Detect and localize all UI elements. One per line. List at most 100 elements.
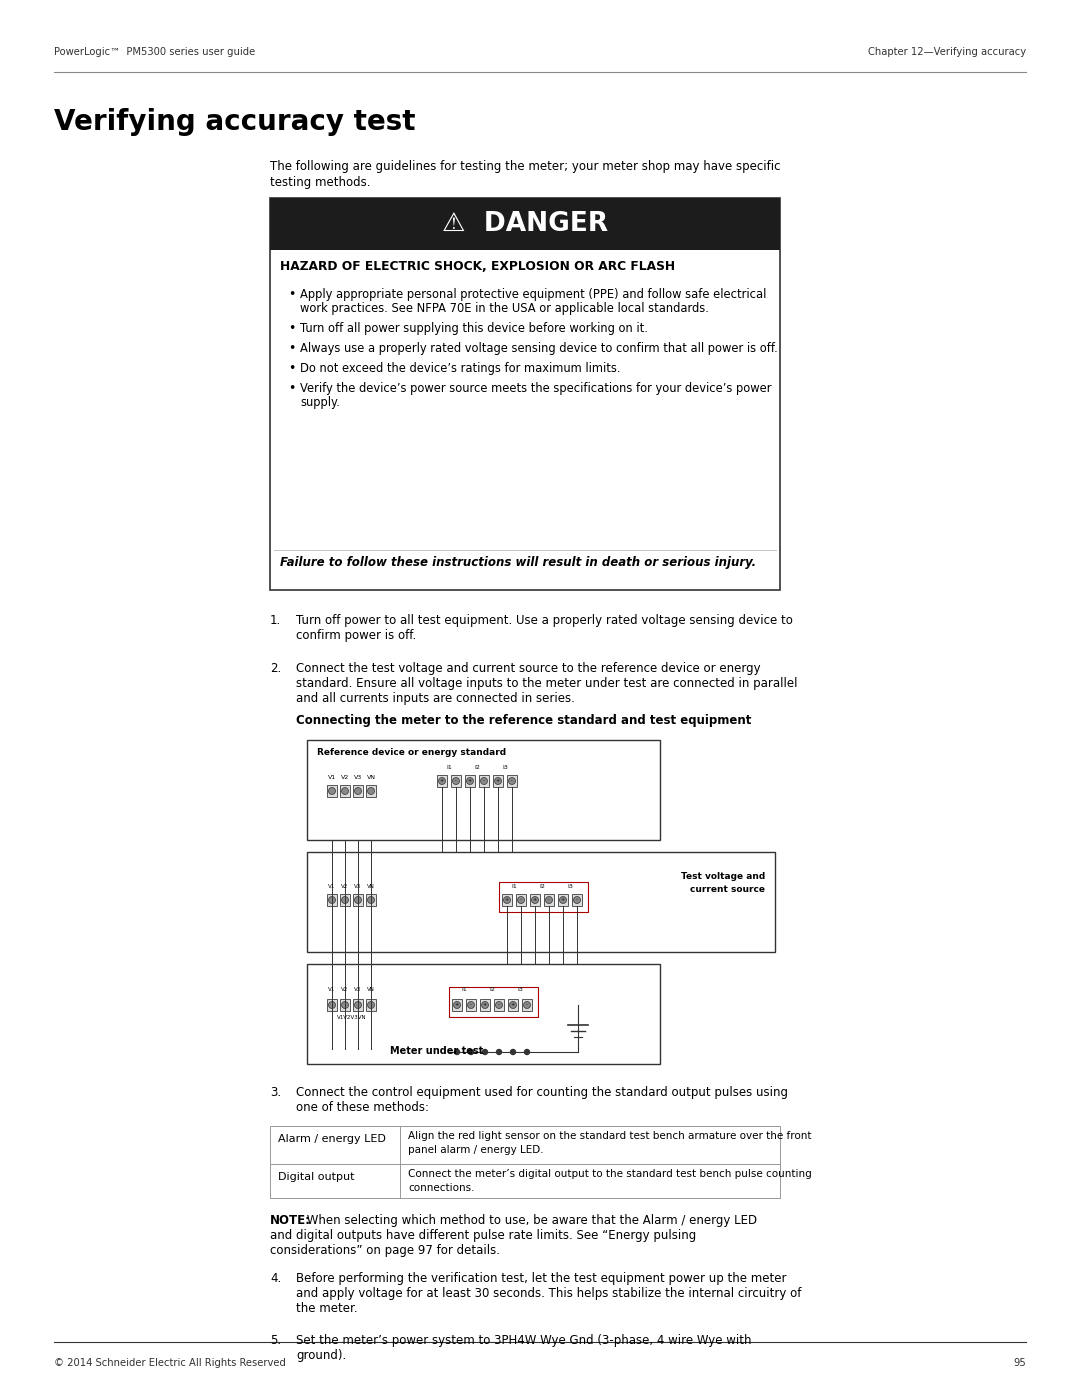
Text: Turn off all power supplying this device before working on it.: Turn off all power supplying this device… <box>300 321 648 335</box>
Text: -: - <box>521 897 522 902</box>
Circle shape <box>453 778 459 785</box>
Text: NOTE:: NOTE: <box>270 1214 311 1227</box>
Circle shape <box>510 1002 516 1009</box>
Circle shape <box>367 788 375 795</box>
Text: •: • <box>288 362 295 374</box>
Bar <box>465 775 475 787</box>
Bar <box>465 999 476 1011</box>
Circle shape <box>545 897 553 904</box>
Text: V1V2V3VN: V1V2V3VN <box>337 1016 366 1020</box>
Text: •: • <box>288 321 295 335</box>
Text: and digital outputs have different pulse rate limits. See “Energy pulsing: and digital outputs have different pulse… <box>270 1229 697 1242</box>
Text: -: - <box>526 1002 528 1007</box>
Circle shape <box>438 778 446 785</box>
Text: +: + <box>561 897 565 902</box>
Circle shape <box>524 1002 530 1009</box>
Bar <box>502 894 512 907</box>
Bar <box>480 999 490 1011</box>
Text: Meter under test: Meter under test <box>390 1046 484 1056</box>
Text: V3: V3 <box>354 884 362 888</box>
Circle shape <box>509 778 515 785</box>
Text: Verifying accuracy test: Verifying accuracy test <box>54 108 416 136</box>
Text: considerations” on page 97 for details.: considerations” on page 97 for details. <box>270 1243 500 1257</box>
Text: +: + <box>455 1002 459 1007</box>
Text: 1.: 1. <box>270 615 281 627</box>
Bar <box>340 999 350 1011</box>
Bar <box>558 894 568 907</box>
Text: The following are guidelines for testing the meter; your meter shop may have spe: The following are guidelines for testing… <box>270 161 781 173</box>
Bar <box>522 999 532 1011</box>
Text: •: • <box>288 381 295 395</box>
Text: VN: VN <box>367 884 375 888</box>
Text: work practices. See NFPA 70E in the USA or applicable local standards.: work practices. See NFPA 70E in the USA … <box>300 302 708 314</box>
Circle shape <box>354 897 362 904</box>
Text: +: + <box>496 778 500 782</box>
Text: +: + <box>532 897 537 902</box>
Text: Alarm / energy LED: Alarm / energy LED <box>278 1134 386 1144</box>
Bar <box>340 894 350 907</box>
Text: Failure to follow these instructions will result in death or serious injury.: Failure to follow these instructions wil… <box>280 556 756 569</box>
Bar <box>353 894 363 907</box>
Text: +: + <box>468 778 472 782</box>
Text: and apply voltage for at least 30 seconds. This helps stabilize the internal cir: and apply voltage for at least 30 second… <box>296 1287 801 1301</box>
Circle shape <box>469 1049 473 1055</box>
Text: 95: 95 <box>1013 1358 1026 1368</box>
Text: 3.: 3. <box>270 1085 281 1099</box>
Text: V2: V2 <box>341 988 349 992</box>
Text: V1: V1 <box>328 775 336 780</box>
Text: +: + <box>511 1002 515 1007</box>
Text: I3: I3 <box>517 988 523 992</box>
Bar <box>499 882 588 912</box>
Bar <box>516 894 526 907</box>
Circle shape <box>341 1002 349 1009</box>
Text: I1: I1 <box>446 766 451 770</box>
Text: 5.: 5. <box>270 1334 281 1347</box>
Text: and all currents inputs are connected in series.: and all currents inputs are connected in… <box>296 692 575 705</box>
Text: V1: V1 <box>328 884 336 888</box>
Text: Test voltage and: Test voltage and <box>680 872 765 882</box>
Bar <box>307 852 775 951</box>
Text: Before performing the verification test, let the test equipment power up the met: Before performing the verification test,… <box>296 1273 786 1285</box>
Bar <box>366 999 376 1011</box>
Circle shape <box>482 1002 488 1009</box>
Text: one of these methods:: one of these methods: <box>296 1101 429 1113</box>
Text: -: - <box>470 1002 472 1007</box>
Bar <box>530 894 540 907</box>
Text: V3: V3 <box>354 988 362 992</box>
Circle shape <box>328 897 336 904</box>
Text: ground).: ground). <box>296 1350 347 1362</box>
Bar <box>451 775 461 787</box>
Bar <box>449 988 538 1017</box>
Text: PowerLogic™  PM5300 series user guide: PowerLogic™ PM5300 series user guide <box>54 47 255 57</box>
Text: I3: I3 <box>567 884 572 888</box>
Bar <box>572 894 582 907</box>
Circle shape <box>503 897 511 904</box>
Text: confirm power is off.: confirm power is off. <box>296 629 416 643</box>
Text: Digital output: Digital output <box>278 1172 354 1182</box>
Text: I2: I2 <box>489 988 495 992</box>
Text: Turn off power to all test equipment. Use a properly rated voltage sensing devic: Turn off power to all test equipment. Us… <box>296 615 793 627</box>
Bar <box>340 785 350 798</box>
Bar <box>492 775 503 787</box>
Circle shape <box>573 897 581 904</box>
Circle shape <box>531 897 539 904</box>
Text: ⚠  DANGER: ⚠ DANGER <box>442 211 608 237</box>
Bar <box>307 740 660 840</box>
Bar <box>327 785 337 798</box>
Text: •: • <box>288 342 295 355</box>
Text: 2.: 2. <box>270 662 281 675</box>
Bar <box>494 999 504 1011</box>
Text: testing methods.: testing methods. <box>270 176 370 189</box>
Text: -: - <box>549 897 550 902</box>
Bar <box>327 894 337 907</box>
Text: V2: V2 <box>341 884 349 888</box>
Text: I3: I3 <box>502 766 508 770</box>
Text: HAZARD OF ELECTRIC SHOCK, EXPLOSION OR ARC FLASH: HAZARD OF ELECTRIC SHOCK, EXPLOSION OR A… <box>280 260 675 272</box>
Bar <box>366 785 376 798</box>
Circle shape <box>328 788 336 795</box>
Bar <box>507 775 517 787</box>
Text: VN: VN <box>367 988 375 992</box>
Text: the meter.: the meter. <box>296 1302 357 1315</box>
Bar <box>353 999 363 1011</box>
Bar <box>453 999 462 1011</box>
